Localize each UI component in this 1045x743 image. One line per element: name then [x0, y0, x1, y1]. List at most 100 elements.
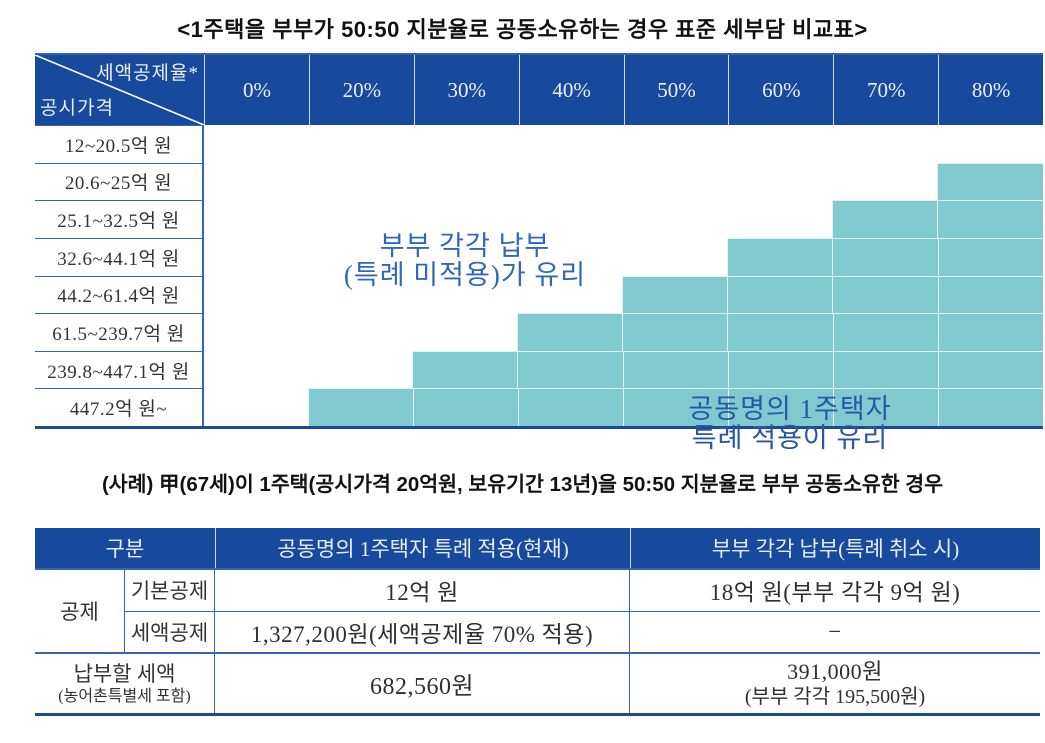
matrix-cell-joint-advantage [937, 162, 1043, 201]
basic-deduction-separate-value: 18억 원(부부 각각 9억 원) [709, 580, 961, 606]
joint-ownership-advantage-zone-label: 공동명의 1주택자 특례 적용이 유리 [580, 395, 1000, 453]
total-tax-current-value: 682,560원 [215, 654, 630, 713]
matrix-cell-separate-advantage [623, 163, 728, 201]
matrix-cell-separate-advantage [309, 163, 414, 201]
matrix-row-cells [204, 313, 1043, 351]
deduction-rows: 기본공제 12억 원 18억 원(부부 각각 9억 원) 세액공제 1,327,… [125, 570, 1040, 652]
matrix-cell-joint-advantage [938, 388, 1043, 426]
matrix-cell-joint-advantage [937, 350, 1043, 389]
matrix-cell-joint-advantage [832, 313, 938, 351]
matrix-cell-separate-advantage [833, 163, 938, 201]
price-range-label: 32.6~44.1억 원 [35, 237, 204, 276]
matrix-cell-joint-advantage [937, 275, 1043, 314]
matrix-row: 12~20.5억 원 [35, 125, 1043, 163]
zone-label-line: 특례 적용이 유리 [691, 423, 889, 453]
total-tax-label-line1: 납부할 세액 [73, 661, 176, 686]
total-tax-separate-line2: (부부 각각 195,500원) [744, 685, 926, 708]
matrix-cell-separate-advantage [308, 313, 412, 351]
price-range-label: 12~20.5억 원 [35, 125, 204, 163]
matrix-cell-joint-advantage [622, 313, 728, 351]
matrix-cell-joint-advantage [726, 237, 832, 276]
matrix-cell-separate-advantage [518, 163, 623, 201]
matrix-cell-separate-advantage [204, 388, 308, 426]
case-table-header-row: 구분 공동명의 1주택자 특례 적용(현재) 부부 각각 납부(특례 취소 시) [35, 528, 1040, 570]
matrix-cell-separate-advantage [833, 125, 938, 163]
matrix-cell-joint-advantage [726, 275, 833, 314]
price-range-label: 447.2억 원~ [35, 388, 204, 426]
matrix-row-cells [204, 200, 1043, 238]
matrix-row-cells [204, 125, 1043, 163]
matrix-body: 12~20.5억 원 20.6~25억 원 25.1~32.5억 원 32.6~… [35, 125, 1043, 453]
matrix-cell-joint-advantage [832, 275, 938, 314]
matrix-corner-cell: 세액공제율* 공시가격 [35, 55, 204, 125]
matrix-cell-joint-advantage [621, 275, 727, 314]
matrix-cell-joint-advantage [937, 200, 1043, 238]
matrix-cell-separate-advantage [413, 313, 517, 351]
matrix-cell-joint-advantage [832, 350, 938, 389]
matrix-cell-separate-advantage [204, 313, 308, 351]
matrix-cell-separate-advantage [519, 125, 624, 163]
matrix-cell-separate-advantage [414, 163, 519, 201]
matrix-header-row: 세액공제율* 공시가격 0% 20% 30% 40% 50% 60% 70% 8… [35, 55, 1043, 125]
diagonal-divider-line [35, 55, 204, 125]
header-category: 구분 [105, 537, 145, 561]
matrix-cell-separate-advantage [728, 163, 833, 201]
matrix-row-cells [204, 388, 1043, 426]
matrix-row-cells [204, 275, 1043, 314]
matrix-row-cells [204, 237, 1043, 276]
matrix-cell-joint-advantage [516, 313, 622, 351]
header-joint-special-current: 공동명의 1주택자 특례 적용(현재) [215, 528, 630, 568]
matrix-cell-separate-advantage [727, 200, 832, 238]
tax-credit-row: 세액공제 1,327,200원(세액공제율 70% 적용) − [125, 610, 1040, 652]
matrix-row: 20.6~25억 원 [35, 162, 1043, 201]
corner-label-tax-credit-rate: 세액공제율* [96, 63, 199, 84]
corner-label-published-price: 공시가격 [40, 98, 114, 119]
tax-credit-label: 세액공제 [125, 611, 215, 652]
basic-deduction-row: 기본공제 12억 원 18억 원(부부 각각 9억 원) [125, 570, 1040, 611]
column-header-60pct: 60% [728, 55, 833, 125]
matrix-row: 447.2억 원~ [35, 388, 1043, 426]
column-header-30pct: 30% [413, 55, 519, 125]
matrix-cell-joint-advantage [623, 388, 728, 426]
matrix-cell-joint-advantage [413, 388, 518, 426]
case-example-heading: (사례) 甲(67세)이 1주택(공시가격 20억원, 보유기간 13년)을 5… [101, 473, 943, 496]
matrix-cell-joint-advantage [728, 388, 833, 426]
matrix-cell-separate-advantage [624, 125, 729, 163]
matrix-cell-separate-advantage [204, 351, 308, 389]
matrix-row: 25.1~32.5억 원 [35, 200, 1043, 238]
column-header-40pct: 40% [518, 55, 624, 125]
matrix-cell-joint-advantage [833, 388, 938, 426]
price-range-label: 44.2~61.4억 원 [35, 275, 204, 314]
matrix-cell-separate-advantage [414, 125, 519, 163]
matrix-cell-joint-advantage [937, 237, 1043, 276]
price-range-label: 239.8~447.1억 원 [35, 350, 204, 389]
document-title: <1주택을 부부가 50:50 지분율로 공동소유하는 경우 표준 세부담 비교… [177, 17, 868, 42]
matrix-row: 44.2~61.4억 원 [35, 275, 1043, 314]
deduction-rows-group: 공제 기본공제 12억 원 18억 원(부부 각각 9억 원) 세액공제 1,3… [35, 570, 1040, 652]
column-header-80pct: 80% [938, 55, 1043, 125]
matrix-cell-separate-advantage [938, 125, 1043, 163]
total-tax-separate-value: 391,000원 (부부 각각 195,500원) [630, 654, 1040, 713]
column-header-20pct: 20% [308, 55, 414, 125]
price-range-label: 20.6~25억 원 [35, 162, 204, 201]
separate-payment-advantage-zone-label: 부부 각각 납부 (특례 미적용)가 유리 [225, 232, 705, 290]
matrix-cell-joint-advantage [622, 350, 728, 389]
tax-credit-separate-value: − [828, 618, 842, 644]
zone-label-line: (특례 미적용)가 유리 [343, 260, 587, 290]
tax-credit-current-value: 1,327,200원(세액공제율 70% 적용) [215, 611, 630, 652]
matrix-cell-joint-advantage [308, 388, 413, 426]
header-separate-payment: 부부 각각 납부(특례 취소 시) [630, 528, 1040, 568]
matrix-cell-joint-advantage [937, 313, 1043, 351]
zone-label-line: 공동명의 1주택자 [688, 394, 892, 424]
matrix-cell-joint-advantage [727, 313, 833, 351]
column-header-0pct: 0% [204, 55, 309, 125]
matrix-cell-separate-advantage [204, 163, 309, 201]
matrix-row: 61.5~239.7억 원 [35, 313, 1043, 351]
basic-deduction-current-value: 12억 원 [215, 570, 630, 611]
total-tax-label-line2: (농어촌특별세 포함) [58, 687, 191, 705]
matrix-cell-joint-advantage [831, 200, 938, 238]
matrix-cell-separate-advantage [309, 125, 414, 163]
matrix-cell-joint-advantage [727, 350, 833, 389]
matrix-cell-joint-advantage [832, 237, 938, 276]
